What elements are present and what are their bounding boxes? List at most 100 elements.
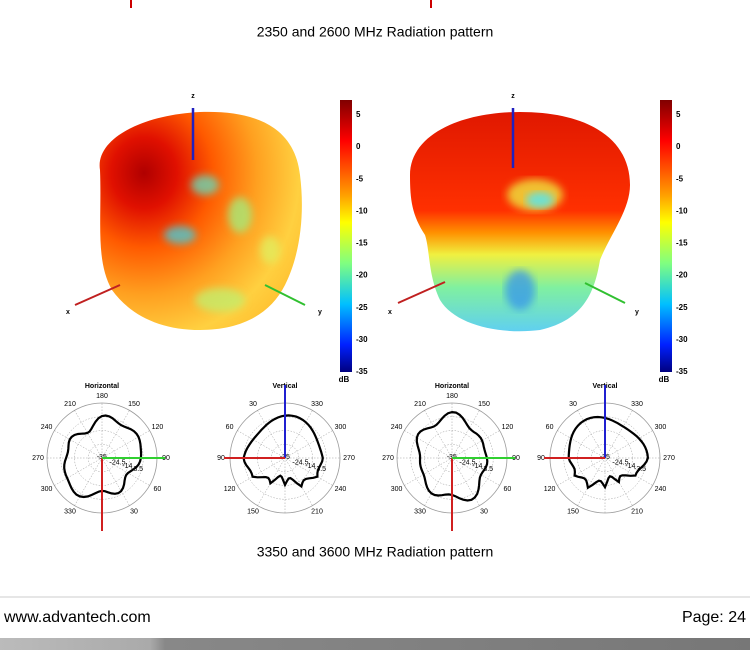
colorbar-tick: -25	[676, 303, 688, 312]
colorbar-tick: -35	[676, 367, 688, 376]
colorbar	[660, 100, 672, 372]
colorbar-tick: 5	[356, 110, 361, 119]
colorbar-tick: -15	[676, 239, 688, 248]
colorbar-tick: -5	[676, 174, 684, 183]
angle-label: 180	[96, 393, 108, 400]
angle-label: 210	[64, 401, 76, 408]
ring-label: -3.5	[314, 466, 326, 473]
caption: 2350 and 2600 MHz Radiation pattern	[257, 24, 494, 40]
angle-label: 270	[343, 455, 355, 462]
ring-label: -14	[122, 463, 132, 470]
angle-label: 60	[226, 424, 234, 431]
angle-label: 60	[546, 424, 554, 431]
ring-label: -24.5	[293, 459, 309, 466]
axis-label: z	[191, 93, 195, 100]
angle-label: 30	[249, 401, 257, 408]
angle-label: 150	[128, 401, 140, 408]
colorbar-tick: -25	[356, 303, 368, 312]
angle-label: 120	[544, 486, 556, 493]
polar-plot: Horizontal 180 150 120 90 60 30 330 300 270 240 210…	[382, 383, 520, 531]
angle-label: 150	[247, 509, 259, 516]
colorbar-tick: 0	[676, 142, 681, 151]
angle-label: 90	[162, 455, 170, 462]
colorbar-tick: -20	[676, 271, 688, 280]
polar-title: Horizontal	[435, 383, 469, 390]
angle-label: 120	[502, 424, 514, 431]
angle-label: 330	[64, 509, 76, 516]
angle-label: 270	[663, 455, 675, 462]
colorbar-tick: -20	[356, 271, 368, 280]
colorbar-tick: 5	[676, 110, 681, 119]
colorbar-tick: -15	[356, 239, 368, 248]
angle-label: 210	[414, 401, 426, 408]
ring-label: -3.5	[634, 466, 646, 473]
ring-label: -14	[305, 463, 315, 470]
angle-label: 330	[311, 401, 323, 408]
colorbar-tick: -35	[356, 367, 368, 376]
pattern-curve	[567, 415, 650, 490]
colorbar-tick: -30	[356, 335, 368, 344]
colorbar-tick: -10	[356, 206, 368, 215]
caption: 3350 and 3600 MHz Radiation pattern	[257, 544, 494, 560]
angle-label: 330	[631, 401, 643, 408]
ring-label: -35	[97, 454, 107, 461]
ring-label: -3.5	[481, 466, 493, 473]
angle-label: 240	[655, 486, 667, 493]
angle-label: 180	[446, 393, 458, 400]
colorbar	[340, 100, 352, 372]
pattern-3d	[397, 108, 630, 332]
ring-label: -14	[625, 463, 635, 470]
angle-label: 90	[537, 455, 545, 462]
ring-label: -3.5	[131, 466, 143, 473]
footer-url: www.advantech.com	[3, 609, 151, 626]
angle-label: 30	[569, 401, 577, 408]
polar-plot: Vertical330300270240210150120906030-35-2…	[537, 383, 675, 516]
axis-label: y	[635, 309, 639, 316]
angle-label: 210	[631, 509, 643, 516]
pattern-3d	[74, 108, 306, 330]
angle-label: 30	[130, 509, 138, 516]
ring-label: -35	[447, 454, 457, 461]
angle-label: 90	[512, 455, 520, 462]
polar-plot: Horizontal 180 150 120 90 60 30 330 300 270 240 210…	[32, 383, 170, 531]
polar-title: Horizontal	[85, 383, 119, 390]
angle-label: 330	[414, 509, 426, 516]
angle-label: 240	[391, 424, 403, 431]
colorbar-unit: dB	[339, 375, 350, 384]
angle-label: 300	[655, 424, 667, 431]
axis-label: x	[388, 309, 392, 316]
angle-label: 60	[154, 486, 162, 493]
colorbar-tick: 0	[356, 142, 361, 151]
axis-label: y	[318, 309, 322, 316]
angle-label: 150	[567, 509, 579, 516]
colorbar-tick: -10	[676, 206, 688, 215]
colorbar-unit: dB	[659, 375, 670, 384]
colorbar-tick: -30	[676, 335, 688, 344]
angle-label: 60	[504, 486, 512, 493]
colorbar-tick: -5	[356, 174, 364, 183]
angle-label: 300	[335, 424, 347, 431]
angle-label: 90	[217, 455, 225, 462]
angle-label: 210	[311, 509, 323, 516]
angle-label: 300	[41, 486, 53, 493]
pattern-curve	[242, 414, 324, 489]
angle-label: 150	[478, 401, 490, 408]
axis-label: x	[66, 309, 70, 316]
footer-page: Page: 24	[682, 609, 746, 626]
angle-label: 120	[152, 424, 164, 431]
angle-label: 30	[480, 509, 488, 516]
angle-label: 120	[224, 486, 236, 493]
ring-label: -24.5	[460, 459, 476, 466]
axis-label: z	[511, 93, 515, 100]
angle-label: 270	[32, 455, 44, 462]
footer-bar	[0, 638, 750, 650]
polar-plot: Vertical330300270240210150120906030-35-2…	[217, 383, 355, 516]
ring-label: -24.5	[613, 459, 629, 466]
angle-label: 270	[382, 455, 394, 462]
ring-label: -24.5	[110, 459, 126, 466]
ring-label: -14	[472, 463, 482, 470]
angle-label: 240	[41, 424, 53, 431]
angle-label: 240	[335, 486, 347, 493]
angle-label: 300	[391, 486, 403, 493]
